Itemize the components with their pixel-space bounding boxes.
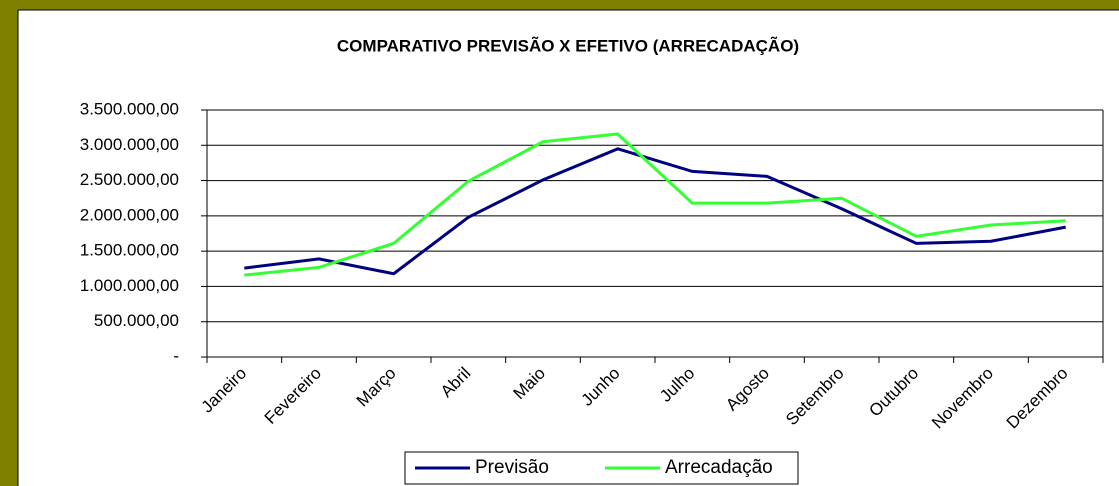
- y-tick-label: 3.500.000,00: [80, 99, 179, 118]
- y-tick-label: 1.000.000,00: [80, 276, 179, 295]
- series-line: [244, 147, 1066, 276]
- chart-area: [17, 9, 1119, 486]
- chart-title: COMPARATIVO PREVISÃO X EFETIVO (ARRECADA…: [337, 35, 799, 55]
- legend-label: Arrecadação: [665, 457, 773, 478]
- series-line: [244, 132, 1066, 277]
- y-tick-label: -: [173, 346, 179, 365]
- y-tick-label: 2.000.000,00: [80, 205, 179, 224]
- y-tick-label: 2.500.000,00: [80, 170, 179, 189]
- y-tick-label: 3.000.000,00: [80, 135, 179, 154]
- y-tick-label: 1.500.000,00: [80, 241, 179, 260]
- legend-box: [404, 451, 799, 485]
- y-tick-label: 500.000,00: [94, 311, 179, 330]
- legend-label: Previsão: [475, 457, 549, 478]
